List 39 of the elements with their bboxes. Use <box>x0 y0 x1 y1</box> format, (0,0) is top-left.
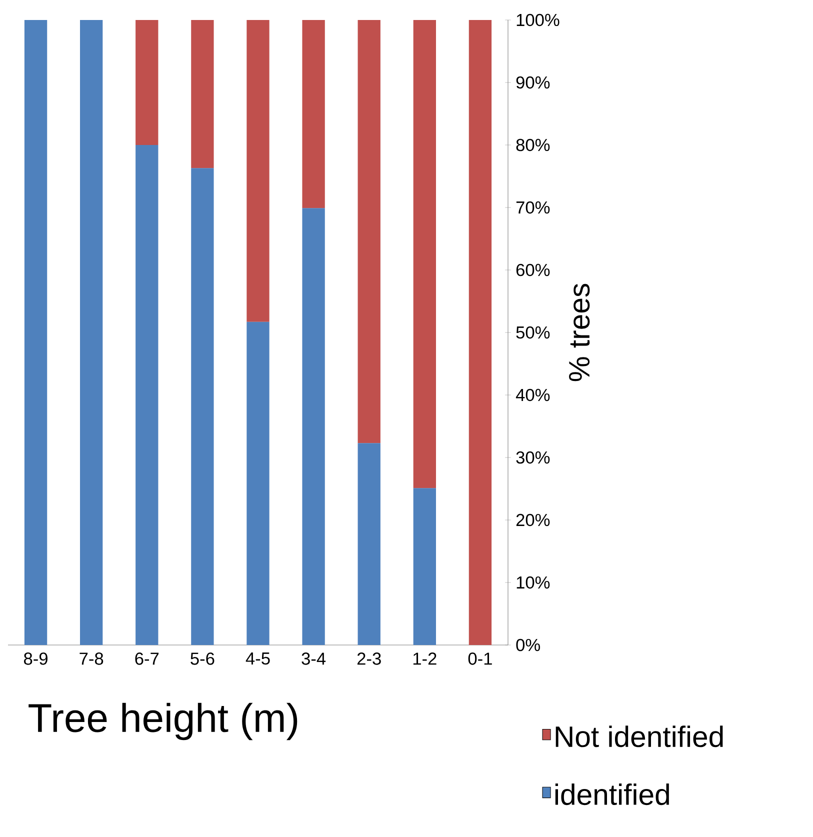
y-tick-label: 100% <box>516 14 560 26</box>
x-tick-label: 2-3 <box>357 652 381 665</box>
y-tick-label: 0% <box>516 638 540 652</box>
x-tick-label: 1-2 <box>413 652 436 665</box>
bar <box>246 20 270 322</box>
y-tick-label: 90% <box>516 76 550 89</box>
x-axis-title: Tree height (m) <box>28 702 298 740</box>
bar <box>358 20 380 444</box>
bar <box>136 20 158 145</box>
y-tick-label: 60% <box>516 264 550 276</box>
bar <box>191 20 214 168</box>
bar <box>302 208 325 645</box>
y-tick-label: 20% <box>516 514 550 526</box>
y-axis-title: % trees <box>569 284 590 382</box>
x-tick-label: 6-7 <box>135 652 159 665</box>
bar <box>358 443 380 645</box>
bar <box>302 20 325 208</box>
bar <box>136 144 158 645</box>
x-tick-label: 3-4 <box>302 652 326 665</box>
bar <box>413 488 436 645</box>
y-tick-label: 70% <box>516 201 550 214</box>
y-tick-label: 50% <box>516 326 550 339</box>
y-tick-label: 10% <box>516 576 550 589</box>
legend-label: Not identified <box>556 726 723 748</box>
legend-label: identified <box>555 784 669 806</box>
y-tick-label: 30% <box>516 451 550 464</box>
x-tick-label: 4-5 <box>246 652 270 665</box>
bar <box>246 322 270 645</box>
bar <box>80 20 103 645</box>
x-tick-label: 8-9 <box>24 652 48 665</box>
bar <box>191 168 214 645</box>
y-tick-label: 80% <box>516 138 550 152</box>
y-tick-label: 40% <box>516 388 550 402</box>
x-tick-label: 7-8 <box>80 652 104 665</box>
bar <box>413 20 436 488</box>
x-tick-label: 0-1 <box>468 652 492 665</box>
bar <box>468 20 492 645</box>
x-tick-label: 5-6 <box>190 652 214 665</box>
bar <box>24 20 48 645</box>
